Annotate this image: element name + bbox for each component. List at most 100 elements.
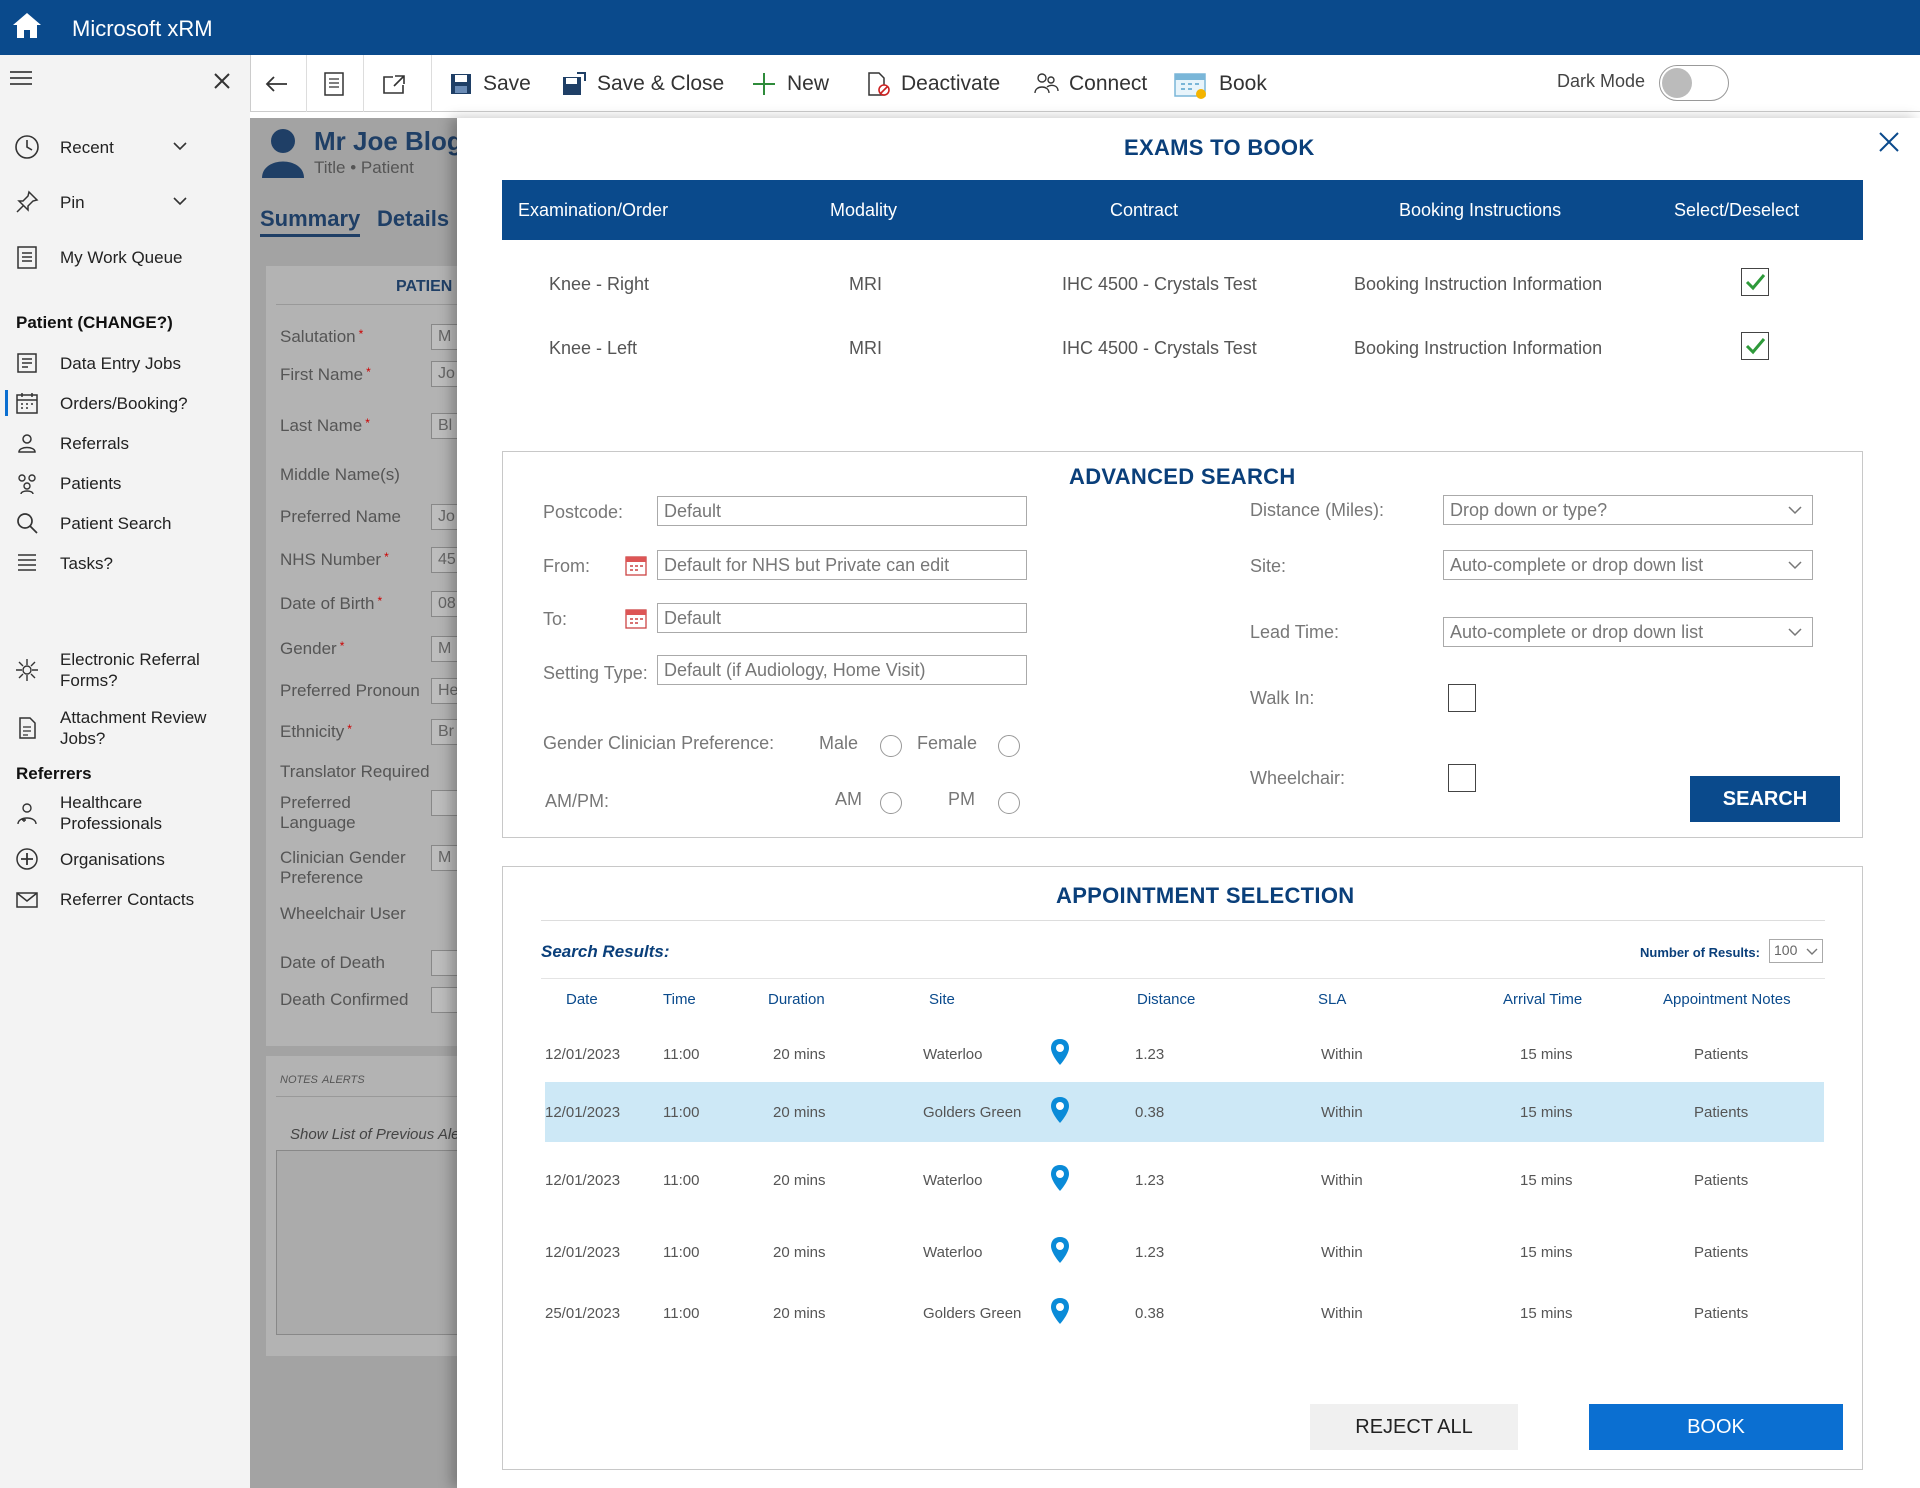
wheelchair-checkbox[interactable] — [1448, 764, 1476, 792]
nav-patient-search[interactable]: Patient Search — [0, 506, 250, 540]
postcode-input[interactable]: Default — [657, 496, 1027, 526]
nav-data-entry-jobs[interactable]: Data Entry Jobs — [0, 346, 250, 380]
field-label-text: Date of Birth — [280, 594, 375, 613]
dark-mode-toggle[interactable] — [1659, 65, 1729, 101]
nav-recent[interactable]: Recent — [0, 130, 250, 164]
field-input[interactable]: He — [431, 678, 461, 704]
field-input[interactable] — [431, 987, 461, 1013]
female-radio[interactable] — [998, 735, 1020, 757]
field-label: Wheelchair User — [280, 904, 430, 924]
map-pin-icon[interactable] — [1050, 1096, 1070, 1124]
close-nav-icon[interactable] — [212, 71, 232, 91]
appointment-row[interactable]: 12/01/2023 11:00 20 mins Waterloo 1.23 Within… — [545, 1222, 1824, 1282]
nav-referrer-contacts[interactable]: Referrer Contacts — [0, 882, 250, 916]
required-marker: * — [339, 639, 345, 653]
appt-sla-cell: Within — [1321, 1305, 1363, 1322]
map-pin-icon[interactable] — [1050, 1236, 1070, 1264]
field-input[interactable]: M — [431, 636, 461, 662]
calendar-icon[interactable] — [625, 607, 647, 629]
select-exam-checkbox[interactable] — [1741, 268, 1769, 296]
am-label: AM — [835, 789, 862, 809]
col-header-instructions: Booking Instructions — [1399, 200, 1562, 220]
site-dropdown[interactable]: Auto-complete or drop down list — [1443, 550, 1813, 580]
pop-out-icon — [383, 74, 405, 94]
field-input[interactable] — [431, 790, 461, 816]
num-results-label: Number of Results: — [1640, 945, 1760, 960]
select-exam-checkbox[interactable] — [1741, 332, 1769, 360]
field-label: Preferred Pronoun — [280, 681, 430, 701]
open-new-window-button[interactable] — [381, 55, 417, 112]
map-pin-icon[interactable] — [1050, 1038, 1070, 1066]
alerts-tab[interactable]: ALERTS — [322, 1074, 365, 1086]
setting-type-input[interactable]: Default (if Audiology, Home Visit) — [657, 655, 1027, 685]
required-marker: * — [366, 365, 371, 379]
calendar-icon[interactable] — [625, 554, 647, 576]
appointment-selection-title: APPOINTMENT SELECTION — [1056, 883, 1355, 908]
home-icon[interactable] — [10, 9, 44, 43]
connect-button[interactable]: Connect — [1033, 55, 1147, 112]
am-radio[interactable] — [880, 792, 902, 814]
lead-time-dropdown[interactable]: Auto-complete or drop down list — [1443, 617, 1813, 647]
tab-details[interactable]: Details — [377, 206, 450, 231]
num-results-dropdown[interactable]: 100 — [1769, 939, 1823, 963]
appointment-row[interactable]: 12/01/2023 11:00 20 mins Waterloo 1.23 Within… — [545, 1024, 1824, 1084]
nav-tasks[interactable]: Tasks? — [0, 546, 250, 580]
field-input[interactable]: 08 — [431, 591, 461, 617]
pm-radio[interactable] — [998, 792, 1020, 814]
distance-dropdown[interactable]: Drop down or type? — [1443, 495, 1813, 525]
nav-work-queue[interactable]: My Work Queue — [0, 240, 250, 274]
field-input[interactable]: 45 — [431, 547, 461, 573]
nav-orders-booking[interactable]: Orders/Booking? — [0, 386, 250, 420]
nav-healthcare-professionals[interactable]: Healthcare Professionals — [0, 792, 250, 834]
map-pin-icon[interactable] — [1050, 1297, 1070, 1325]
appt-distance-cell: 1.23 — [1135, 1244, 1165, 1261]
chevron-down-icon[interactable] — [172, 193, 188, 211]
appt-distance-cell: 1.23 — [1135, 1172, 1165, 1189]
hamburger-icon[interactable] — [10, 69, 34, 87]
chevron-down-icon[interactable] — [172, 138, 188, 156]
back-button[interactable] — [263, 55, 299, 112]
pin-icon — [14, 189, 40, 215]
nav-referrals[interactable]: Referrals — [0, 426, 250, 460]
close-icon[interactable] — [1877, 130, 1901, 154]
notes-tab[interactable]: NOTES — [280, 1074, 318, 1086]
search-button[interactable]: SEARCH — [1690, 776, 1840, 822]
walk-in-checkbox[interactable] — [1448, 684, 1476, 712]
nav-attachment-review-jobs[interactable]: Attachment Review Jobs? — [0, 707, 250, 749]
map-pin-icon[interactable] — [1050, 1164, 1070, 1192]
reject-all-button[interactable]: REJECT ALL — [1310, 1404, 1518, 1450]
field-input[interactable]: Bl — [431, 413, 461, 439]
new-button[interactable]: New — [751, 55, 829, 112]
appt-date-cell: 12/01/2023 — [545, 1104, 621, 1121]
field-label: NHS Number * — [280, 550, 430, 570]
nav-label: Referrer Contacts — [60, 889, 195, 909]
appointment-row[interactable]: 12/01/2023 11:00 20 mins Waterloo 1.23 Within… — [545, 1150, 1824, 1210]
appointment-row[interactable]: 25/01/2023 11:00 20 mins Golders Green 0.38 W… — [545, 1283, 1824, 1343]
field-input[interactable]: M — [431, 324, 461, 350]
nav-organisations[interactable]: Organisations — [0, 842, 250, 876]
back-arrow-icon — [265, 75, 287, 92]
form-view-button[interactable] — [323, 55, 355, 112]
book-button[interactable]: BOOK — [1589, 1404, 1843, 1450]
save-close-button[interactable]: Save & Close — [561, 55, 724, 112]
appointment-row[interactable]: 12/01/2023 11:00 20 mins Golders Green 0.38 W… — [545, 1082, 1824, 1142]
male-radio[interactable] — [880, 735, 902, 757]
deactivate-button[interactable]: Deactivate — [865, 55, 1000, 112]
appt-col-header: Appointment Notes — [1663, 991, 1791, 1008]
nav-pin[interactable]: Pin — [0, 185, 250, 219]
to-date-input[interactable]: Default — [657, 603, 1027, 633]
field-input[interactable]: Jo — [431, 504, 461, 530]
field-input[interactable]: Jo — [431, 361, 461, 387]
field-input[interactable]: Br — [431, 719, 461, 745]
book-label: Book — [1219, 71, 1267, 95]
appt-arrival-cell: 15 mins — [1520, 1104, 1573, 1121]
save-button[interactable]: Save — [449, 55, 531, 112]
exam-row: Knee - Left MRI IHC 4500 - Crystals Test Bo… — [502, 318, 1863, 378]
deactivate-label: Deactivate — [901, 71, 1001, 95]
show-previous-alerts-link[interactable]: Show List of Previous Ale — [290, 1126, 460, 1143]
nav-electronic-referral-forms[interactable]: Electronic Referral Forms? — [0, 649, 250, 691]
nav-patients[interactable]: Patients — [0, 466, 250, 500]
tab-summary[interactable]: Summary — [260, 206, 361, 237]
from-date-input[interactable]: Default for NHS but Private can edit — [657, 550, 1027, 580]
book-button-toolbar[interactable]: Book — [1173, 55, 1267, 112]
